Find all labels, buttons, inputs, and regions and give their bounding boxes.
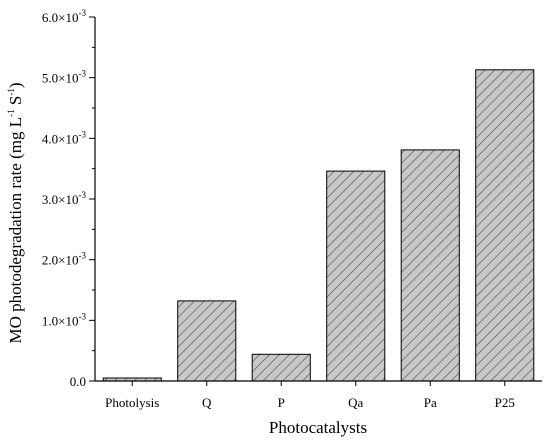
y-axis-title-end: )	[6, 83, 25, 89]
x-tick-label: Photolysis	[105, 395, 159, 410]
bar-q	[177, 300, 237, 382]
y-axis-title-main: MO photodegradation rate (mg L	[6, 117, 25, 344]
y-axis-title-exp1: -1	[6, 109, 16, 117]
y-axis-title-exp2: -1	[6, 88, 16, 96]
y-tick-label: 3.0×10-3	[42, 190, 87, 207]
y-tick-label: 4.0×10-3	[42, 129, 87, 146]
y-tick-label: 1.0×10-3	[42, 311, 87, 328]
labels-layer: Photolysis Q P Qa Pa P25 0.0 1.0×10-3 2.0×10-3 3.…	[42, 8, 515, 410]
bar-p25	[475, 69, 535, 382]
axes-layer	[89, 16, 542, 386]
x-tick-label: Q	[202, 395, 212, 410]
y-tick-label: 0.0	[70, 374, 86, 389]
x-axis-title: Photocatalysts	[269, 418, 367, 437]
x-tick-label: P25	[495, 395, 515, 410]
y-axis-title: MO photodegradation rate (mg L-1 S-1)	[6, 83, 25, 344]
y-tick-label: 6.0×10-3	[42, 8, 87, 25]
x-tick-label: Qa	[348, 395, 363, 410]
bar-pa	[400, 149, 460, 382]
y-tick-label: 5.0×10-3	[42, 69, 87, 86]
x-tick-label: P	[278, 395, 285, 410]
bars-layer	[102, 69, 535, 382]
y-axis-title-mid: S	[6, 96, 25, 110]
y-tick-label: 2.0×10-3	[42, 251, 87, 268]
bar-p	[251, 353, 311, 382]
bar-qa	[326, 170, 386, 382]
x-tick-label: Pa	[424, 395, 437, 410]
